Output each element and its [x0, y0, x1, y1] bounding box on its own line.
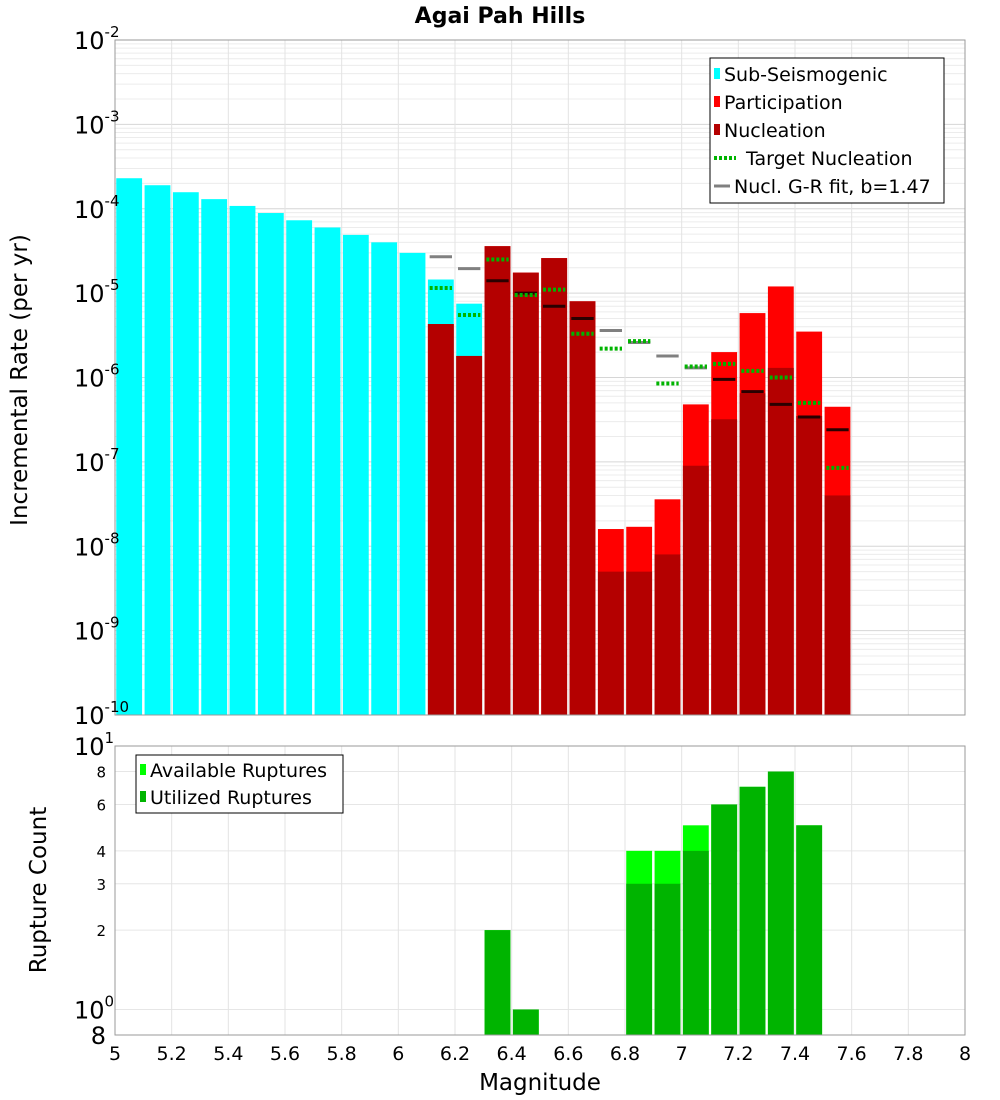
x-tick-label: 6.6 [553, 1043, 583, 1065]
rate-y-tick-label: 10-7 [74, 445, 120, 477]
rate-fit-lines [429, 255, 849, 470]
legend-swatch-utilized-ruptures [140, 791, 146, 802]
x-tick-label: 6.8 [610, 1043, 640, 1065]
count-bars [484, 771, 823, 1035]
count-y-axis-label: Rupture Count [26, 807, 52, 973]
x-tick-label: 5.2 [157, 1043, 187, 1065]
count-y-tick-label: 100 [74, 992, 114, 1024]
rate-legend-box [709, 57, 945, 204]
count-y-tick-label: 3 [96, 876, 106, 894]
legend-swatch-available-ruptures [140, 764, 146, 775]
x-tick-label: 6.2 [440, 1043, 470, 1065]
count-legend-box [135, 754, 344, 814]
sub-seismogenic-bar [314, 227, 341, 715]
rate-bars [116, 178, 851, 716]
nucleation-bar [484, 246, 511, 715]
count-y-tick-label: 6 [96, 796, 106, 814]
utilized-ruptures-bar [711, 804, 738, 1035]
sub-seismogenic-bar [144, 185, 171, 715]
count-plot-frame [114, 745, 966, 1036]
nucleation-bar [796, 415, 823, 715]
utilized-ruptures-bar [796, 825, 823, 1035]
count-legend: Available Ruptures Utilized Ruptures [135, 754, 344, 814]
rate-y-axis-label: Incremental Rate (per yr) [7, 234, 33, 526]
sub-seismogenic-bar [116, 178, 143, 715]
nucleation-bar [456, 355, 483, 715]
sub-seismogenic-bar [257, 213, 284, 716]
x-tick-label: 5.8 [327, 1043, 357, 1065]
utilized-ruptures-bar [512, 1009, 539, 1035]
x-tick-label: 7.6 [837, 1043, 867, 1065]
legend-label-sub-seismogenic: Sub-Seismogenic [724, 64, 888, 86]
legend-label-nucleation: Nucleation [724, 120, 826, 142]
sub-seismogenic-bar [201, 199, 228, 715]
count-y-tick-label: 2 [96, 922, 106, 940]
nucleation-bar [569, 301, 596, 715]
nucleation-bar [626, 571, 653, 715]
x-tick-label: 6.4 [497, 1043, 527, 1065]
x-tick-label: 7.4 [780, 1043, 810, 1065]
legend-swatch-nucleation [714, 124, 720, 135]
legend-label-utilized-ruptures: Utilized Ruptures [150, 787, 312, 809]
rate-plot-frame [114, 39, 966, 716]
rate-y-tick-label: 10-5 [74, 276, 120, 308]
nucleation-bar [512, 272, 539, 715]
rate-y-tick-label: 10-3 [74, 107, 120, 139]
utilized-ruptures-bar [682, 850, 709, 1035]
utilized-ruptures-bar [626, 883, 653, 1035]
rate-legend: Sub-Seismogenic Participation Nucleation Ta… [709, 57, 945, 204]
rate-y-tick-label: 10-6 [74, 361, 120, 393]
rate-y-tick-label: 10-2 [74, 23, 120, 55]
legend-label-nucl-g-r-fit-b-1-47: Nucl. G-R fit, b=1.47 [734, 176, 931, 198]
sub-seismogenic-bar [286, 220, 313, 715]
utilized-ruptures-bar [484, 930, 511, 1035]
x-tick-label: 5.4 [213, 1043, 243, 1065]
legend-swatch-participation [714, 96, 720, 107]
rate-y-ticks: 10-10 10-9 10-8 10-7 10-6 10-5 10-4 10-3 10-2 [74, 23, 129, 730]
x-tick-label: 6 [392, 1043, 404, 1065]
x-tick-label: 5.6 [270, 1043, 300, 1065]
legend-label-available-ruptures: Available Ruptures [150, 760, 327, 782]
chart-title: Agai Pah Hills [415, 4, 586, 29]
x-axis-label: Magnitude [479, 1070, 601, 1096]
sub-seismogenic-bar [229, 205, 256, 715]
utilized-ruptures-bar [739, 786, 766, 1035]
rate-y-tick-label: 10-9 [74, 614, 120, 646]
sub-seismogenic-bar [342, 234, 369, 715]
count-y-tick-label: 8 [96, 764, 106, 782]
nucleation-bar [739, 393, 766, 715]
rate-y-tick-label: 10-10 [74, 698, 129, 730]
legend-swatch-sub-seismogenic [714, 68, 720, 79]
x-tick-label: 7.8 [893, 1043, 923, 1065]
nucleation-bar [824, 495, 851, 715]
legend-label-participation: Participation [724, 92, 843, 114]
rate-panel: 10-10 10-9 10-8 10-7 10-6 10-5 10-4 10-3 10-2 In… [7, 23, 966, 730]
rate-y-tick-label: 10-4 [74, 192, 120, 224]
x-tick-label: 5 [109, 1043, 121, 1065]
nucleation-bar [427, 324, 454, 715]
x-tick-label: 8 [959, 1043, 971, 1065]
nucleation-bar [597, 571, 624, 715]
count-y-tick-label: 8 [91, 1022, 106, 1050]
nucleation-bar [541, 258, 568, 715]
sub-seismogenic-bar [172, 192, 199, 716]
nucleation-bar [654, 554, 681, 715]
utilized-ruptures-bar [654, 883, 681, 1035]
legend-label-target-nucleation: Target Nucleation [745, 148, 913, 170]
magnitude-x-ticks: 5 5.2 5.4 5.6 5.8 6 6.2 6.4 6.6 6.8 7 7.2 7.4 7.6 7.8 8 [109, 1043, 971, 1065]
nucleation-bar [767, 367, 794, 715]
count-y-tick-label: 101 [74, 729, 114, 761]
nucleation-bar [682, 465, 709, 715]
x-tick-label: 7 [676, 1043, 688, 1065]
nucleation-bar [711, 419, 738, 715]
rate-y-tick-label: 10-8 [74, 529, 120, 561]
utilized-ruptures-bar [767, 771, 794, 1035]
sub-seismogenic-bar [371, 242, 398, 716]
sub-seismogenic-bar [399, 252, 426, 715]
x-tick-label: 7.2 [723, 1043, 753, 1065]
count-y-tick-label: 4 [96, 843, 106, 861]
